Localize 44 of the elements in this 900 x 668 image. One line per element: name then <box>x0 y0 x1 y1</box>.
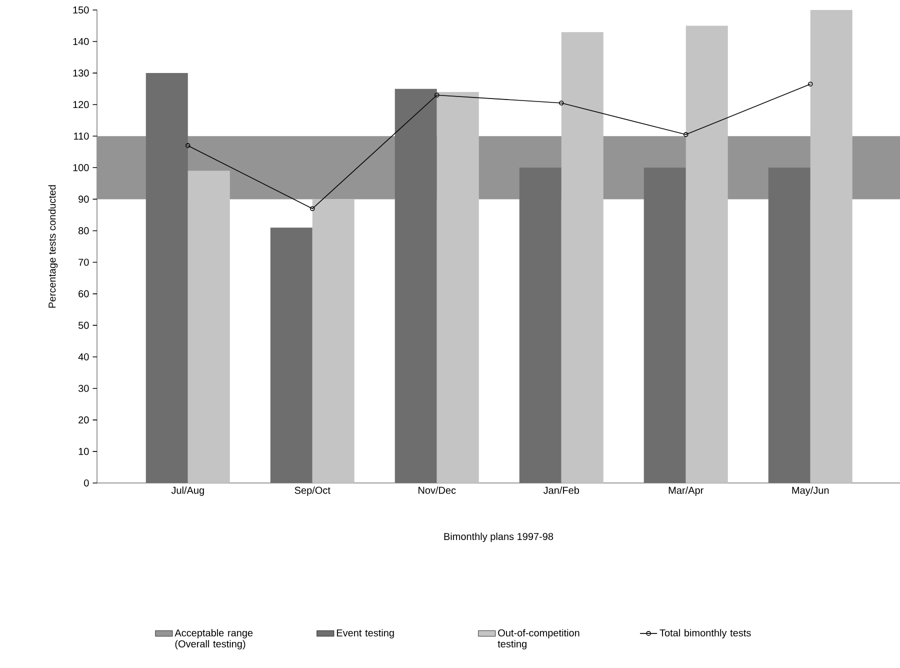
point <box>558 100 564 106</box>
bar <box>146 73 188 483</box>
x-tick-label: Nov/Dec <box>418 486 456 494</box>
y-tick-label: 50 <box>78 322 89 329</box>
y-tick-label: 0 <box>84 479 89 487</box>
legend-label: Acceptable range (Overall testing) <box>174 629 253 650</box>
bar <box>436 92 479 483</box>
bar <box>644 168 686 483</box>
x-axis-title: Bimonthly plans 1997-98 <box>444 532 554 542</box>
legend-label: Total bimonthly tests <box>660 629 751 638</box>
y-tick-label: 130 <box>73 70 89 77</box>
bar <box>312 199 354 483</box>
y-tick-label: 30 <box>78 384 89 392</box>
legend-label: Out-of-competition testing <box>498 629 580 650</box>
bar <box>561 32 604 483</box>
y-axis-title: Percentage tests conducted <box>48 185 58 308</box>
bar <box>686 26 728 483</box>
bar <box>188 170 230 483</box>
y-tick-label: 110 <box>74 132 89 140</box>
x-tick-label: Sep/Oct <box>294 486 330 496</box>
bar <box>270 228 312 483</box>
y-tick-label: 60 <box>78 290 89 298</box>
legend-label: Event testing <box>336 629 394 638</box>
point <box>310 206 315 212</box>
bar <box>519 168 562 483</box>
y-tick-label: 100 <box>73 164 89 172</box>
bar <box>810 10 852 483</box>
bar <box>394 88 437 483</box>
y-tick-label: 90 <box>78 196 89 203</box>
x-tick-label: May/Jun <box>792 486 829 496</box>
y-tick-label: 120 <box>73 101 89 108</box>
point <box>683 132 688 137</box>
x-tick-label: Mar/Apr <box>668 486 704 496</box>
y-tick-label: 140 <box>73 38 89 46</box>
bar <box>768 168 810 483</box>
y-tick-label: 10 <box>78 448 89 455</box>
y-tick-label: 150 <box>73 6 89 14</box>
x-tick-label: Jan/Feb <box>543 486 580 494</box>
y-tick-label: 80 <box>78 227 89 234</box>
y-tick-label: 40 <box>78 353 89 360</box>
y-tick-label: 20 <box>78 416 89 424</box>
y-tick-label: 70 <box>78 258 89 266</box>
point <box>434 92 440 98</box>
x-tick-label: Jul/Aug <box>171 486 204 496</box>
